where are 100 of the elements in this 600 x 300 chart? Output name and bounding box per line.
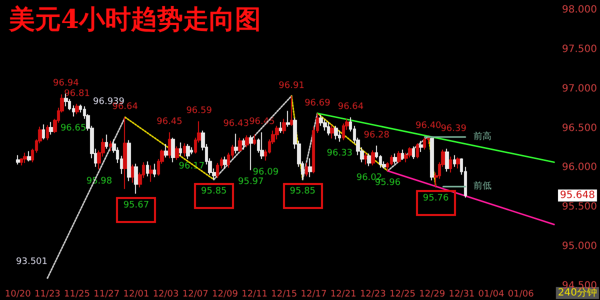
candlestick [253, 134, 256, 146]
x-tick-label: 12/11 [242, 290, 268, 300]
x-tick-label: 12/07 [182, 290, 208, 300]
annotation: 95.648 [560, 190, 595, 201]
candlestick [364, 152, 367, 166]
x-tick-label: 12/29 [419, 290, 446, 300]
chart-title: 美元4小时趋势走向图 [8, 5, 262, 35]
candlestick [183, 142, 186, 158]
y-tick-label: 95.500 [562, 202, 597, 213]
candlestick [171, 137, 175, 163]
candlestick [179, 142, 182, 156]
annotation: 96.43 [223, 118, 249, 129]
candlestick [23, 152, 27, 164]
candlestick [146, 160, 149, 177]
candlestick [175, 146, 179, 160]
y-tick-label: 96.500 [562, 122, 597, 134]
candlestick [286, 110, 290, 128]
annotation: 96.33 [326, 148, 353, 159]
candlestick [408, 146, 412, 158]
candlestick [393, 153, 397, 164]
x-tick-label: 12/17 [300, 290, 327, 300]
candlestick [430, 137, 434, 181]
x-tick-label: 12/15 [271, 290, 298, 300]
series-label: 前低 [473, 180, 492, 192]
candlestick [323, 119, 327, 132]
candlestick [153, 163, 156, 178]
annotation: 93.501 [16, 257, 48, 267]
x-tick-label: 10/20 [4, 290, 32, 300]
annotation: 96.40 [416, 121, 442, 132]
candlestick [449, 156, 452, 173]
candlestick [16, 154, 20, 166]
candlestick [242, 138, 245, 150]
annotation: 95.85 [290, 186, 316, 197]
candlestick [319, 114, 323, 126]
candlestick [27, 150, 31, 162]
annotation: 96.69 [304, 98, 331, 108]
candlestick [327, 121, 330, 136]
candlestick [308, 158, 312, 178]
y-tick-label: 97.000 [562, 83, 597, 94]
y-tick-label: 98.000 [562, 4, 597, 16]
candlestick [419, 140, 423, 152]
annotation: 95.97 [238, 177, 264, 188]
candlestick [338, 130, 341, 142]
x-tick-label: 12/09 [212, 290, 238, 300]
candlestick [279, 121, 282, 134]
candlestick [282, 118, 286, 134]
y-tick-label: 97.500 [562, 44, 597, 55]
candlestick [401, 149, 404, 160]
candlestick [127, 140, 131, 182]
candlestick [164, 144, 168, 158]
candlestick [186, 144, 190, 160]
candlestick [42, 124, 45, 140]
candlestick [260, 132, 264, 160]
y-tick-label: 96.000 [562, 162, 597, 174]
annotation: 96.65 [60, 123, 86, 134]
annotation: 95.76 [422, 194, 449, 204]
annotation: 96.81 [64, 88, 90, 99]
candlestick [290, 95, 293, 126]
candlestick [131, 164, 134, 184]
candlestick [249, 134, 253, 171]
annotation: 96.45 [156, 117, 182, 128]
candlestick [134, 163, 138, 194]
candlestick [330, 124, 334, 140]
candlestick [371, 150, 375, 166]
annotation: 95.67 [123, 200, 150, 211]
candlestick [49, 121, 53, 136]
candlestick [453, 154, 456, 168]
candlestick [275, 125, 279, 140]
candlestick [416, 142, 419, 159]
annotation: 95.85 [200, 186, 227, 197]
candlestick [109, 140, 112, 152]
candlestick [334, 125, 338, 140]
annotation: 96.91 [278, 80, 304, 91]
candlestick [397, 150, 401, 164]
x-tick-label: 01/06 [508, 290, 534, 300]
candlestick [168, 132, 171, 159]
candlestick [75, 103, 79, 115]
x-tick-label: 11/27 [94, 290, 120, 300]
annotation: 96.09 [252, 168, 279, 178]
y-tick-label: 95.000 [562, 241, 597, 252]
candlestick [149, 164, 153, 182]
x-tick-label: 12/23 [360, 290, 386, 300]
annotation: 96.39 [440, 124, 467, 134]
x-tick-label: 01/04 [478, 290, 505, 300]
candlestick [412, 146, 415, 160]
x-tick-label: 11/23 [34, 290, 60, 300]
series-label: 前高 [473, 130, 492, 142]
annotation: 96.59 [186, 106, 212, 116]
candlestick [423, 136, 426, 150]
candlestick [234, 133, 238, 154]
candlestick [456, 156, 460, 170]
annotation: 96.64 [338, 102, 364, 112]
annotation: 96.28 [364, 130, 390, 141]
candlestick [105, 134, 108, 150]
x-tick-label: 12/21 [330, 290, 356, 300]
annotation: 96.94 [53, 78, 80, 89]
x-tick-label: 12/25 [390, 290, 416, 300]
candlestick [123, 116, 127, 190]
x-tick-label: 12/31 [448, 290, 475, 300]
candlestick [238, 137, 242, 152]
